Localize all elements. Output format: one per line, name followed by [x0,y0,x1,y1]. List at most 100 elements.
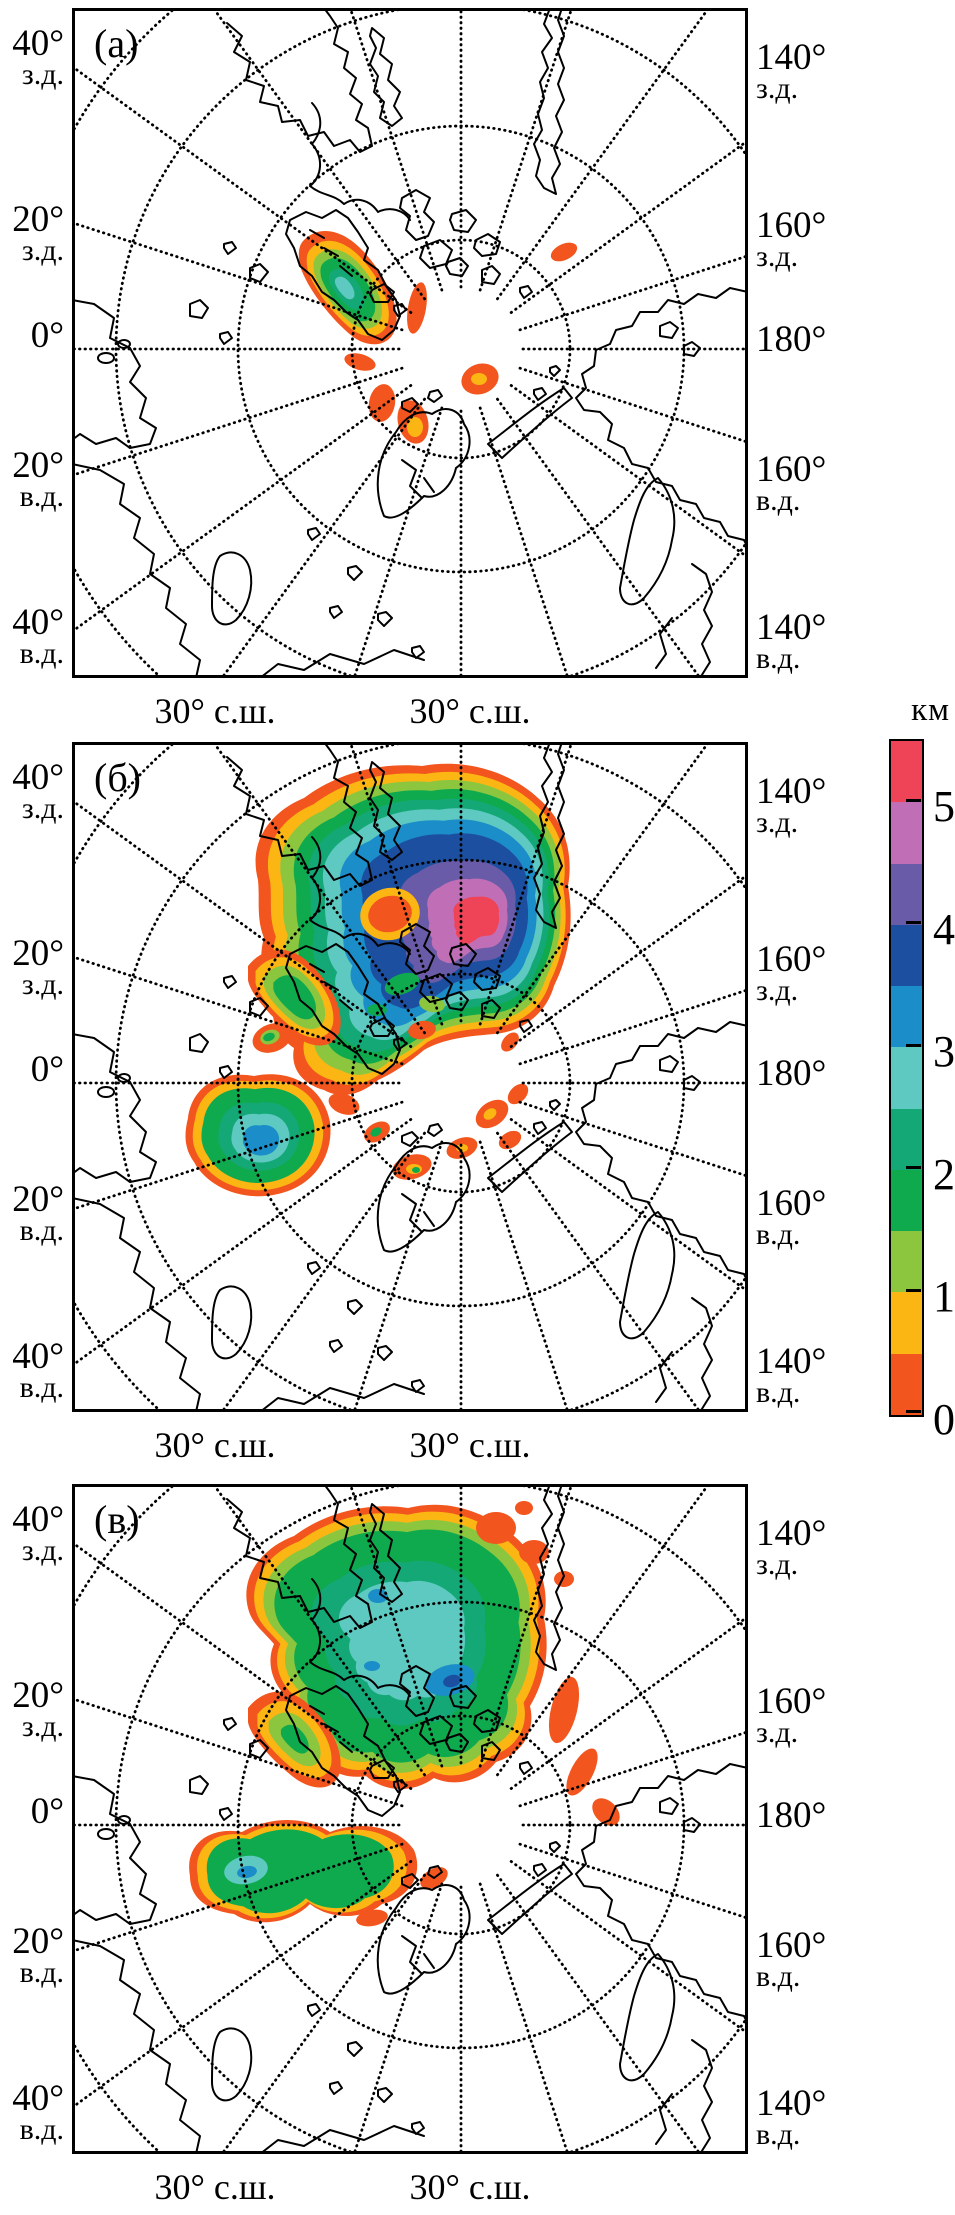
lat-label: 30° с.ш. [409,2167,531,2207]
lat-label: 30° с.ш. [409,1425,531,1465]
ice-patch [554,1571,574,1587]
ice-patch [548,1676,580,1744]
lat-label: 30° с.ш. [154,691,276,731]
lat-label: 30° с.ш. [409,691,531,731]
map-panel-a [72,8,748,678]
colorbar-segment [891,1047,922,1109]
map-frame [72,1484,748,2154]
map-frame [72,742,748,1412]
ice-patch [412,1167,420,1173]
lon-label: 20° в.д. [12,1179,64,1248]
lon-label: 20° з.д. [12,199,64,268]
colorbar-tick-label: 2 [933,1149,955,1199]
lon-label: 140° з.д. [756,1513,827,1582]
colorbar-tick [906,798,921,802]
colorbar-segment [891,924,922,987]
colorbar-tick [906,1288,921,1292]
lon-label: 40° з.д. [12,1499,64,1568]
colorbar-segment [891,863,922,925]
lon-label: 140° в.д. [756,2083,827,2152]
panel-label-v: (в) [94,1497,140,1542]
colorbar-segment [891,1169,922,1232]
ice-patch [515,1501,533,1515]
ice-patch [356,1909,388,1927]
ice-patch [408,1020,436,1040]
ice-patch [443,1674,461,1688]
lon-label: 20° з.д. [12,933,64,1002]
map-b [72,742,748,1412]
ice-patch [498,1130,522,1150]
ice-patch [364,1661,380,1671]
lon-label: 180° [756,1053,827,1094]
map-panel-v [72,1484,748,2154]
ice-layers-b [185,763,571,1197]
ice-patch [368,1589,388,1603]
colorbar-title: км [911,692,950,728]
colorbar-segment [891,1353,922,1415]
colorbar-tick-label: 5 [933,782,955,832]
ice-patch [519,1540,549,1564]
lon-label: 40° в.д. [12,602,64,671]
lon-label: 160° в.д. [756,449,827,518]
lon-label: 140° в.д. [756,607,827,676]
ice-patch [566,1748,598,1796]
colorbar-segment [891,1231,922,1293]
colorbar-tick [906,1043,921,1047]
colorbar-segment [891,986,922,1048]
colorbar-segment [891,741,922,803]
lon-label: 140° з.д. [756,771,827,840]
ice-patch [471,373,487,385]
lon-label: 160° в.д. [756,1183,827,1252]
lon-label: 40° в.д. [12,2078,64,2147]
lon-label: 160° з.д. [756,1681,827,1750]
colorbar-segment [891,1108,922,1170]
lon-label: 0° [30,315,64,356]
lon-label: 40° в.д. [12,1336,64,1405]
ice-patch [550,242,578,262]
lon-label: 0° [30,1049,64,1090]
colorbar-tick [906,1409,921,1413]
lon-label: 160° з.д. [756,205,827,274]
colorbar-segment [891,1292,922,1354]
lon-label: 180° [756,319,827,360]
ice-patch [263,1032,275,1042]
ice-patch [507,1083,529,1105]
ice-patch [592,1798,620,1826]
lon-label: 180° [756,1795,827,1836]
lon-label: 20° з.д. [12,1675,64,1744]
ice-patch [370,1127,382,1137]
ice-patch [328,1093,360,1115]
colorbar-tick-label: 4 [933,904,955,954]
ice-patch [344,353,376,371]
lat-label: 30° с.ш. [154,1425,276,1465]
ice-patch [476,1512,516,1544]
lon-label: 20° в.д. [12,445,64,514]
colorbar-tick-label: 0 [933,1395,955,1444]
colorbar [889,739,924,1417]
colorbar-tick-label: 1 [933,1272,955,1322]
colorbar-tick-label: 3 [933,1027,955,1077]
ice-patch [368,895,412,933]
lon-label: 40° з.д. [12,757,64,826]
panel-label-b: (б) [94,755,141,800]
colorbar-tick [906,1166,921,1170]
map-a [72,8,748,678]
ice-patch [483,1108,497,1120]
panel-label-a: (а) [94,21,139,66]
map-v [72,1484,748,2154]
ice-patch [384,972,420,996]
colorbar-tick [906,921,921,925]
lon-label: 20° в.д. [12,1921,64,1990]
ice-patch [501,1032,519,1052]
ice-patch [368,384,396,422]
lon-label: 40° з.д. [12,23,64,92]
lon-label: 160° з.д. [756,939,827,1008]
map-frame [72,8,748,678]
ice-patch [407,417,423,437]
lon-label: 160° в.д. [756,1925,827,1994]
lon-label: 140° з.д. [756,37,827,106]
colorbar-segment [891,802,922,864]
lon-label: 140° в.д. [756,1341,827,1410]
lon-label: 0° [30,1791,64,1832]
